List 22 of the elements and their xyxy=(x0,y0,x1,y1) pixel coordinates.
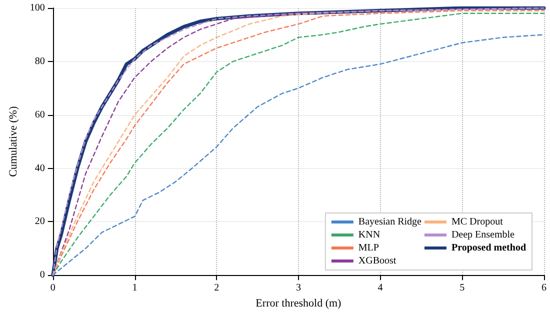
legend-label: MC Dropout xyxy=(451,216,504,228)
legend-label: XGBoost xyxy=(358,256,396,266)
y-tick-label: 40 xyxy=(34,162,45,174)
x-tick-label: 0 xyxy=(50,282,56,294)
x-tick-label: 3 xyxy=(296,282,301,294)
x-tick-label: 1 xyxy=(132,282,138,294)
x-axis-title: Error threshold (m) xyxy=(256,298,342,310)
y-tick-label: 60 xyxy=(34,109,45,120)
x-tick-label: 6 xyxy=(542,282,546,294)
legend-label: Deep Ensemble xyxy=(451,230,516,240)
y-tick-label: 80 xyxy=(34,56,45,67)
y-tick-label: 0 xyxy=(40,270,45,281)
legend-label: KNN xyxy=(358,230,380,240)
y-tick-label: 20 xyxy=(34,216,45,228)
x-tick-label: 2 xyxy=(214,282,220,294)
legend-label: Proposed method xyxy=(451,242,526,254)
y-tick-label: 100 xyxy=(30,2,45,14)
x-tick-label: 4 xyxy=(378,282,383,294)
y-axis-title: Cumulative (%) xyxy=(8,106,20,177)
x-tick-label: 5 xyxy=(460,282,465,294)
legend-label: Bayesian Ridge xyxy=(358,216,422,228)
legend-label: MLP xyxy=(358,242,380,254)
